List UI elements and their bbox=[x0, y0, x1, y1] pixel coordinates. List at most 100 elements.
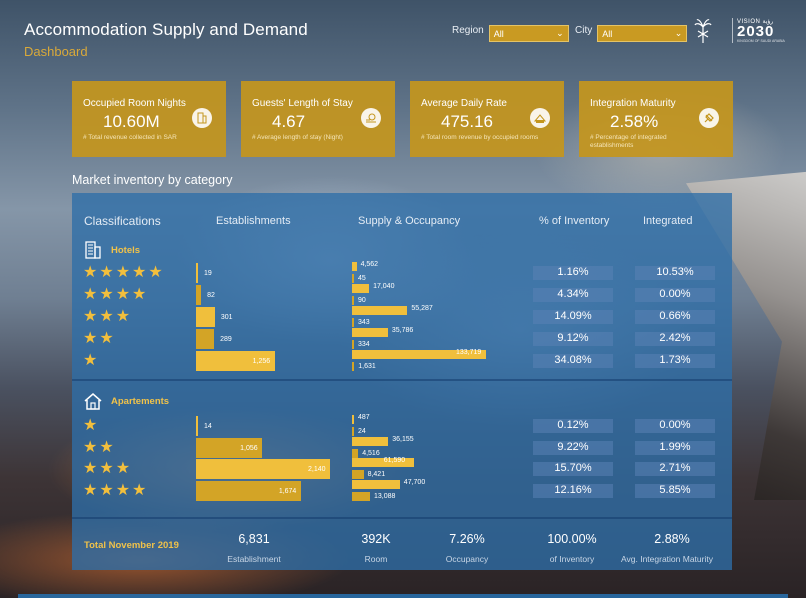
total-establishment-label: Establishment bbox=[227, 554, 281, 564]
supply-value-label: 17,040 bbox=[373, 283, 395, 290]
supply-bar bbox=[352, 458, 414, 467]
total-integration-value: 2.88% bbox=[654, 532, 690, 546]
supply-bar bbox=[352, 480, 400, 489]
pct-inventory-cell-bg bbox=[533, 441, 613, 455]
kpi-label: Occupied Room Nights bbox=[83, 98, 186, 109]
integrated-value: 0.00% bbox=[659, 288, 691, 300]
pct-inventory-value: 9.22% bbox=[557, 441, 589, 453]
supply-bar bbox=[352, 350, 486, 359]
plug-icon bbox=[699, 108, 719, 128]
kpi-value: 4.67 bbox=[272, 112, 306, 131]
city-select[interactable]: All ⌄ bbox=[597, 25, 688, 42]
kpi-card-length-of-stay[interactable]: Guests' Length of Stay 4.67 # Average le… bbox=[241, 81, 395, 157]
pct-inventory-cell-bg bbox=[533, 419, 613, 433]
house-icon bbox=[84, 393, 102, 410]
supply-bar bbox=[352, 328, 388, 337]
pct-inventory-cell-bg bbox=[533, 354, 613, 368]
star-rating: ★★★★ bbox=[83, 286, 149, 303]
occupancy-bar bbox=[352, 427, 354, 436]
occupancy-value-label: 24 bbox=[358, 428, 366, 435]
pct-inventory-value: 1.16% bbox=[557, 266, 589, 278]
kpi-label: Guests' Length of Stay bbox=[252, 98, 353, 109]
page-title: Accommodation Supply and Demand bbox=[24, 20, 308, 39]
occupancy-bar bbox=[352, 492, 370, 501]
establishments-bar bbox=[196, 351, 275, 371]
supply-value-label: 35,786 bbox=[391, 327, 414, 334]
integrated-cell-bg bbox=[635, 484, 715, 498]
pct-inventory-value: 15.70% bbox=[554, 462, 592, 474]
section-title: Market inventory by category bbox=[72, 173, 233, 187]
occupancy-value-label: 334 bbox=[358, 341, 370, 348]
occupancy-bar bbox=[352, 296, 354, 305]
kpi-card-occupied-room-nights[interactable]: Occupied Room Nights 10.60M # Total reve… bbox=[72, 81, 226, 157]
integrated-value: 2.71% bbox=[659, 462, 691, 474]
pct-inventory-cell-bg bbox=[533, 266, 613, 280]
pct-inventory-cell-bg bbox=[533, 310, 613, 324]
occupancy-value-label: 343 bbox=[358, 319, 370, 326]
bottom-strip bbox=[18, 594, 788, 598]
kpi-value: 475.16 bbox=[441, 112, 493, 131]
establishments-bar bbox=[196, 263, 198, 283]
star-rating: ★★ bbox=[83, 439, 116, 456]
integrated-value: 0.66% bbox=[659, 310, 691, 322]
palm-emblem-icon bbox=[694, 17, 712, 43]
occupancy-bar bbox=[352, 470, 364, 479]
total-occupancy-label: Occupancy bbox=[445, 554, 489, 564]
total-occupancy-value: 7.26% bbox=[449, 532, 485, 546]
star-rating: ★★★ bbox=[83, 308, 133, 325]
kpi-label: Integration Maturity bbox=[590, 98, 676, 109]
category-label: Hotels bbox=[111, 244, 141, 256]
establishments-bar bbox=[196, 481, 301, 501]
establishments-bar bbox=[196, 329, 215, 349]
logo-year-text: 2030 bbox=[737, 22, 775, 40]
column-header-classifications: Classifications bbox=[84, 214, 161, 228]
occupancy-value-label: 13,088 bbox=[374, 493, 396, 500]
supply-bar bbox=[352, 415, 354, 424]
occupancy-value-label: 45 bbox=[358, 275, 366, 282]
kpi-description: # Total room revenue by occupied rooms bbox=[421, 134, 539, 141]
establishments-value-label: 289 bbox=[220, 336, 232, 343]
kpi-card-integration-maturity[interactable]: Integration Maturity 2.58% # Percentage … bbox=[579, 81, 733, 157]
building-icon bbox=[192, 108, 212, 128]
supply-value-label: 4,562 bbox=[360, 261, 379, 268]
region-select[interactable]: All ⌄ bbox=[488, 25, 569, 42]
integrated-cell-bg bbox=[635, 441, 715, 455]
kpi-description: # Average length of stay (Night) bbox=[252, 134, 343, 141]
total-room-label: Room bbox=[364, 554, 388, 564]
integrated-cell-bg bbox=[635, 332, 715, 346]
city-select-value: All bbox=[602, 28, 613, 39]
occupancy-bar bbox=[352, 274, 354, 283]
kpi-value: 2.58% bbox=[610, 112, 659, 131]
integrated-value: 5.85% bbox=[659, 484, 691, 496]
occupancy-bar bbox=[352, 449, 359, 458]
city-filter: City All ⌄ bbox=[575, 25, 688, 42]
totals-label: Total November 2019 bbox=[84, 540, 179, 551]
integrated-cell-bg bbox=[635, 288, 715, 302]
kpi-label: Average Daily Rate bbox=[421, 98, 507, 109]
kpi-card-average-daily-rate[interactable]: Average Daily Rate 475.16 # Total room r… bbox=[410, 81, 564, 157]
establishments-value-label: 14 bbox=[204, 423, 212, 430]
star-rating: ★★ bbox=[83, 330, 116, 347]
total-inventory-value: 100.00% bbox=[547, 532, 597, 546]
occupancy-value-label: 1,631 bbox=[358, 363, 376, 370]
integrated-value: 1.99% bbox=[659, 441, 691, 453]
chevron-down-icon: ⌄ bbox=[674, 28, 683, 38]
establishments-bar bbox=[196, 307, 215, 327]
category-apartements: Apartements bbox=[83, 391, 169, 411]
occupancy-value-label: 4,516 bbox=[362, 450, 380, 457]
occupancy-value-label: 90 bbox=[358, 297, 366, 304]
establishments-value-label: 2,140 bbox=[308, 466, 326, 473]
establishments-bar bbox=[196, 459, 330, 479]
pct-inventory-cell-bg bbox=[533, 484, 613, 498]
vision-2030-logo: VISION رؤية 2030 KINGDOM OF SAUDI ARABIA bbox=[694, 17, 785, 43]
star-rating: ★★★ bbox=[83, 460, 133, 477]
pct-inventory-value: 0.12% bbox=[557, 419, 589, 431]
column-header-integrated: Integrated bbox=[643, 215, 693, 227]
occupancy-bar bbox=[352, 340, 354, 349]
kpi-description: # Total revenue collected in SAR bbox=[83, 134, 177, 141]
supply-bar bbox=[352, 262, 357, 271]
integrated-value: 0.00% bbox=[659, 419, 691, 431]
page-subtitle: Dashboard bbox=[24, 44, 88, 59]
total-establishment-value: 6,831 bbox=[238, 532, 270, 546]
establishments-value-label: 1,256 bbox=[252, 358, 271, 365]
